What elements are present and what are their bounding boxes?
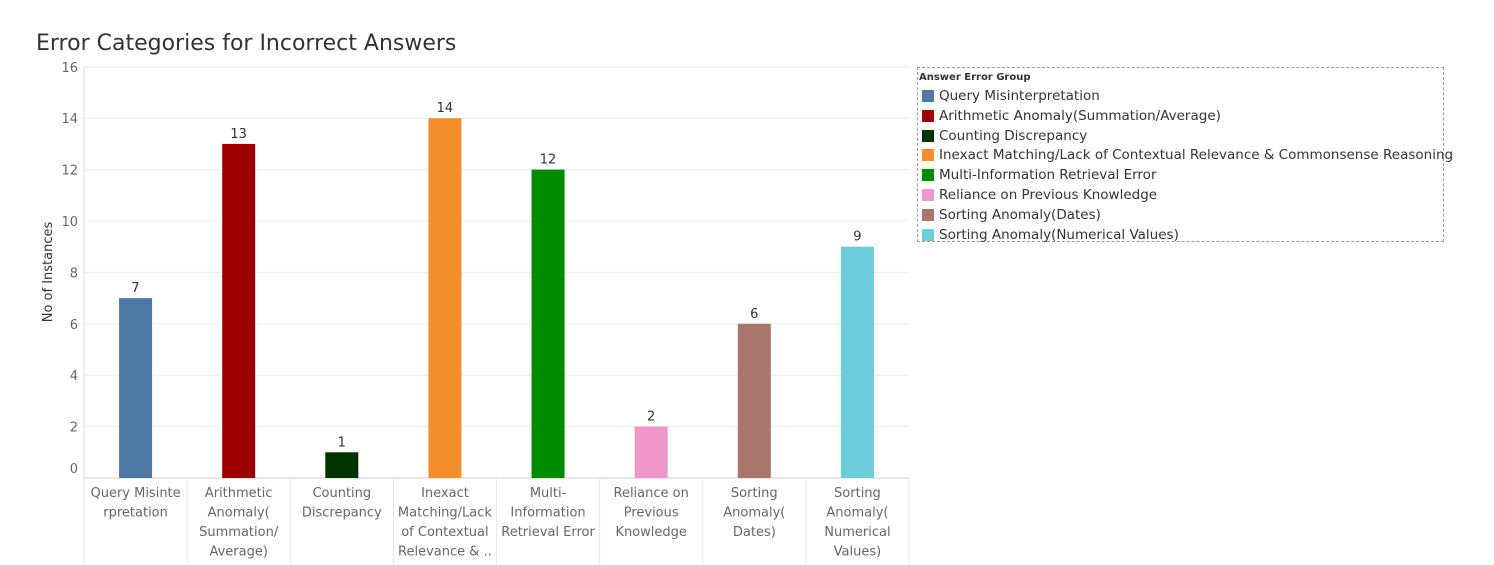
y-tick-label: 12	[61, 164, 78, 179]
y-tick-label: 16	[61, 61, 78, 76]
bar	[737, 323, 771, 478]
x-tick-label: Multi-	[530, 486, 567, 501]
legend-label: Inexact Matching/Lack of Contextual Rele…	[939, 147, 1454, 164]
x-tick-label: Anomaly(	[208, 506, 270, 521]
y-tick-label: 2	[70, 421, 78, 436]
x-tick-label: Summation/	[199, 525, 279, 540]
x-tick-label: Average)	[209, 545, 267, 560]
legend-label: Reliance on Previous Knowledge	[939, 187, 1158, 203]
y-tick-label: 4	[70, 369, 78, 384]
x-tick-label: Sorting	[731, 486, 778, 501]
bar	[222, 143, 256, 478]
x-tick-label: Retrieval Error	[501, 525, 595, 540]
bar-value-label: 6	[750, 307, 758, 322]
legend-label: Multi-Information Retrieval Error	[939, 167, 1157, 184]
legend-swatch	[922, 169, 934, 182]
legend-swatch	[922, 90, 934, 102]
x-tick-label: Knowledge	[615, 525, 686, 540]
legend-swatch	[922, 208, 934, 221]
x-tick-label: Discrepancy	[302, 506, 382, 521]
legend-swatch	[922, 149, 934, 162]
x-tick-label: Sorting	[834, 486, 881, 501]
y-tick-label: 14	[61, 112, 78, 127]
bar-value-label: 12	[540, 153, 557, 168]
bar-value-label: 13	[230, 127, 247, 142]
x-tick-label: Previous	[624, 506, 679, 521]
bar-value-label: 14	[437, 101, 454, 116]
x-tick-label: of Contextual	[401, 525, 488, 540]
legend-label: Query Misinterpretation	[939, 88, 1100, 104]
y-tick-label: 0	[70, 462, 78, 477]
bar	[325, 452, 359, 478]
bar	[634, 426, 668, 478]
legend-label: Counting Discrepancy	[939, 127, 1088, 144]
x-tick-label: Matching/Lack	[398, 506, 493, 521]
legend-swatch	[922, 109, 934, 122]
legend-label: Sorting Anomaly(Numerical Values)	[939, 226, 1179, 243]
legend-swatch	[922, 189, 934, 201]
x-tick-label: rpretation	[103, 506, 168, 521]
legend-swatch	[922, 228, 934, 241]
x-tick-label: Anomaly(	[723, 506, 785, 521]
chart-title: Error Categories for Incorrect Answers	[36, 31, 457, 56]
x-tick-label: Inexact	[421, 486, 469, 501]
legend-title: Answer Error Group	[919, 72, 1031, 83]
y-tick-label: 6	[70, 318, 78, 333]
x-tick-label: Counting	[312, 486, 371, 501]
x-tick-label: Dates)	[733, 525, 776, 540]
legend-swatch	[922, 129, 934, 142]
x-tick-label: Values)	[834, 545, 882, 560]
bar-value-label: 2	[647, 410, 655, 425]
legend: Answer Error Group Query Misinterpretati…	[917, 67, 1453, 243]
y-axis-title: No of Instances	[41, 222, 56, 323]
x-tick-label: Relevance & ..	[398, 545, 492, 560]
bar-value-label: 7	[131, 281, 139, 296]
bar	[119, 298, 153, 478]
bar-value-label: 9	[853, 230, 861, 245]
x-tick-label: Arithmetic	[205, 486, 273, 501]
x-tick-label: Query Misinte	[90, 486, 180, 501]
legend-label: Sorting Anomaly(Dates)	[939, 206, 1101, 223]
y-tick-label: 10	[61, 215, 78, 230]
bar	[428, 118, 462, 478]
bar-value-label: 1	[338, 435, 346, 450]
x-tick-label: Reliance on	[614, 486, 689, 501]
bar	[531, 169, 565, 478]
bar	[840, 246, 874, 478]
x-tick-label: Anomaly(	[826, 506, 888, 521]
y-tick-label: 8	[70, 266, 78, 281]
x-tick-label: Numerical	[824, 525, 890, 540]
legend-label: Arithmetic Anomaly(Summation/Average)	[939, 107, 1221, 124]
x-tick-label: Information	[510, 506, 585, 521]
